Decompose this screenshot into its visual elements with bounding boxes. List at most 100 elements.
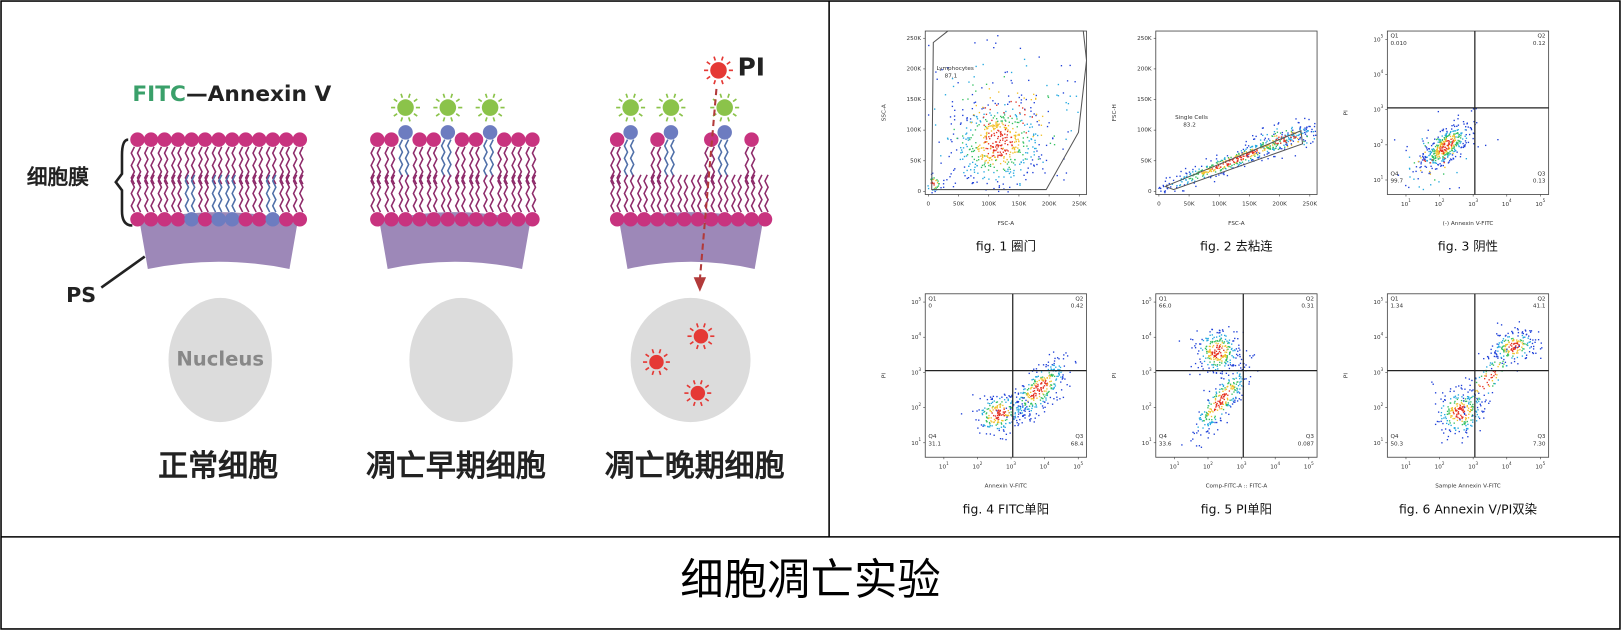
event-dot bbox=[1211, 328, 1213, 331]
tick-exp: 2 bbox=[1381, 139, 1384, 144]
event-dot bbox=[1227, 348, 1229, 350]
event-dot bbox=[1063, 179, 1065, 181]
x-tick-label: 103 bbox=[1237, 461, 1247, 470]
spike bbox=[400, 93, 404, 99]
lipid-tail bbox=[198, 174, 203, 213]
event-dot bbox=[1236, 400, 1239, 402]
event-dot bbox=[1029, 418, 1031, 421]
event-dot bbox=[1040, 382, 1043, 385]
event-dot bbox=[1051, 364, 1053, 366]
event-dot bbox=[992, 127, 995, 130]
event-dot bbox=[1261, 159, 1263, 162]
spike bbox=[686, 397, 691, 402]
event-dot bbox=[1055, 378, 1058, 380]
event-dot bbox=[1512, 332, 1514, 335]
event-dot bbox=[1234, 386, 1236, 388]
pi-path bbox=[698, 88, 718, 280]
event-dot bbox=[1013, 169, 1015, 172]
event-dot bbox=[972, 182, 975, 184]
event-dot bbox=[966, 145, 968, 148]
event-dot bbox=[1219, 339, 1221, 341]
spike bbox=[625, 117, 629, 122]
event-dot bbox=[1512, 337, 1514, 340]
event-dot bbox=[1450, 407, 1453, 410]
tick-exp: 2 bbox=[1442, 461, 1445, 466]
event-dot bbox=[1220, 355, 1222, 357]
event-dot bbox=[1221, 408, 1223, 410]
event-dot bbox=[1231, 347, 1233, 350]
event-dot bbox=[1461, 132, 1463, 134]
lipid-tail bbox=[690, 174, 696, 213]
spike bbox=[699, 380, 703, 385]
event-dot bbox=[1223, 395, 1225, 398]
event-dot bbox=[1231, 167, 1233, 169]
event-dot bbox=[1481, 401, 1483, 403]
event-dot bbox=[1164, 190, 1167, 192]
event-dot bbox=[1452, 139, 1454, 141]
event-dot bbox=[1227, 402, 1229, 404]
event-dot bbox=[1228, 413, 1230, 416]
event-dot bbox=[1226, 360, 1229, 363]
event-dot bbox=[1042, 386, 1045, 388]
event-dot bbox=[1225, 388, 1228, 390]
event-dot bbox=[1449, 135, 1452, 138]
event-dot bbox=[1212, 421, 1214, 424]
event-dot bbox=[1035, 114, 1037, 117]
event-dot bbox=[1312, 130, 1315, 133]
event-dot bbox=[1247, 155, 1249, 157]
event-dot bbox=[1467, 391, 1469, 393]
event-dot bbox=[1506, 353, 1509, 355]
event-dot bbox=[1461, 406, 1463, 408]
lipid-tail bbox=[370, 174, 376, 213]
event-dot bbox=[1239, 349, 1241, 351]
event-dot bbox=[1023, 414, 1025, 416]
event-dot bbox=[1051, 374, 1053, 377]
lipid-tail bbox=[454, 174, 460, 213]
event-dot bbox=[1417, 160, 1420, 163]
event-dot bbox=[1181, 190, 1184, 192]
event-dot bbox=[1223, 342, 1225, 344]
event-dot bbox=[1002, 137, 1004, 140]
event-dot bbox=[1453, 427, 1455, 429]
event-dot bbox=[1458, 133, 1461, 136]
lipid-tail bbox=[737, 174, 743, 213]
event-dot bbox=[1006, 418, 1008, 421]
event-dot bbox=[1452, 147, 1454, 150]
event-dot bbox=[1315, 134, 1317, 136]
event-dot bbox=[1038, 389, 1041, 391]
event-dot bbox=[1438, 151, 1441, 153]
event-dot bbox=[1229, 352, 1231, 355]
x-axis-label: Sample Annexin V-FITC bbox=[1435, 484, 1500, 490]
event-dot bbox=[1207, 337, 1209, 340]
event-dot bbox=[1206, 412, 1208, 415]
event-dot bbox=[1216, 353, 1219, 355]
event-dot bbox=[1057, 375, 1059, 377]
event-dot bbox=[983, 113, 985, 115]
event-dot bbox=[983, 411, 985, 413]
event-dot bbox=[1279, 142, 1282, 144]
event-dot bbox=[1215, 403, 1218, 405]
event-dot bbox=[1437, 150, 1439, 152]
event-dot bbox=[1455, 429, 1457, 431]
event-dot bbox=[1054, 383, 1056, 385]
event-dot bbox=[952, 186, 955, 188]
event-dot bbox=[1001, 120, 1003, 122]
event-dot bbox=[1010, 413, 1012, 416]
event-dot bbox=[1533, 345, 1535, 348]
event-dot bbox=[997, 145, 1000, 147]
event-dot bbox=[1205, 357, 1207, 359]
event-dot bbox=[1438, 154, 1440, 156]
event-dot bbox=[1164, 180, 1167, 182]
event-dot bbox=[1437, 144, 1439, 147]
event-dot bbox=[1531, 352, 1534, 354]
lipid-tail bbox=[136, 146, 142, 185]
event-dot bbox=[994, 127, 996, 130]
event-dot bbox=[1462, 394, 1465, 396]
event-dot bbox=[1203, 389, 1205, 392]
lipid-tail bbox=[398, 174, 404, 213]
event-dot bbox=[1220, 357, 1222, 359]
event-dot bbox=[1027, 400, 1029, 402]
event-dot bbox=[1518, 321, 1521, 323]
event-dot bbox=[1262, 134, 1264, 137]
event-dot bbox=[1464, 129, 1467, 131]
